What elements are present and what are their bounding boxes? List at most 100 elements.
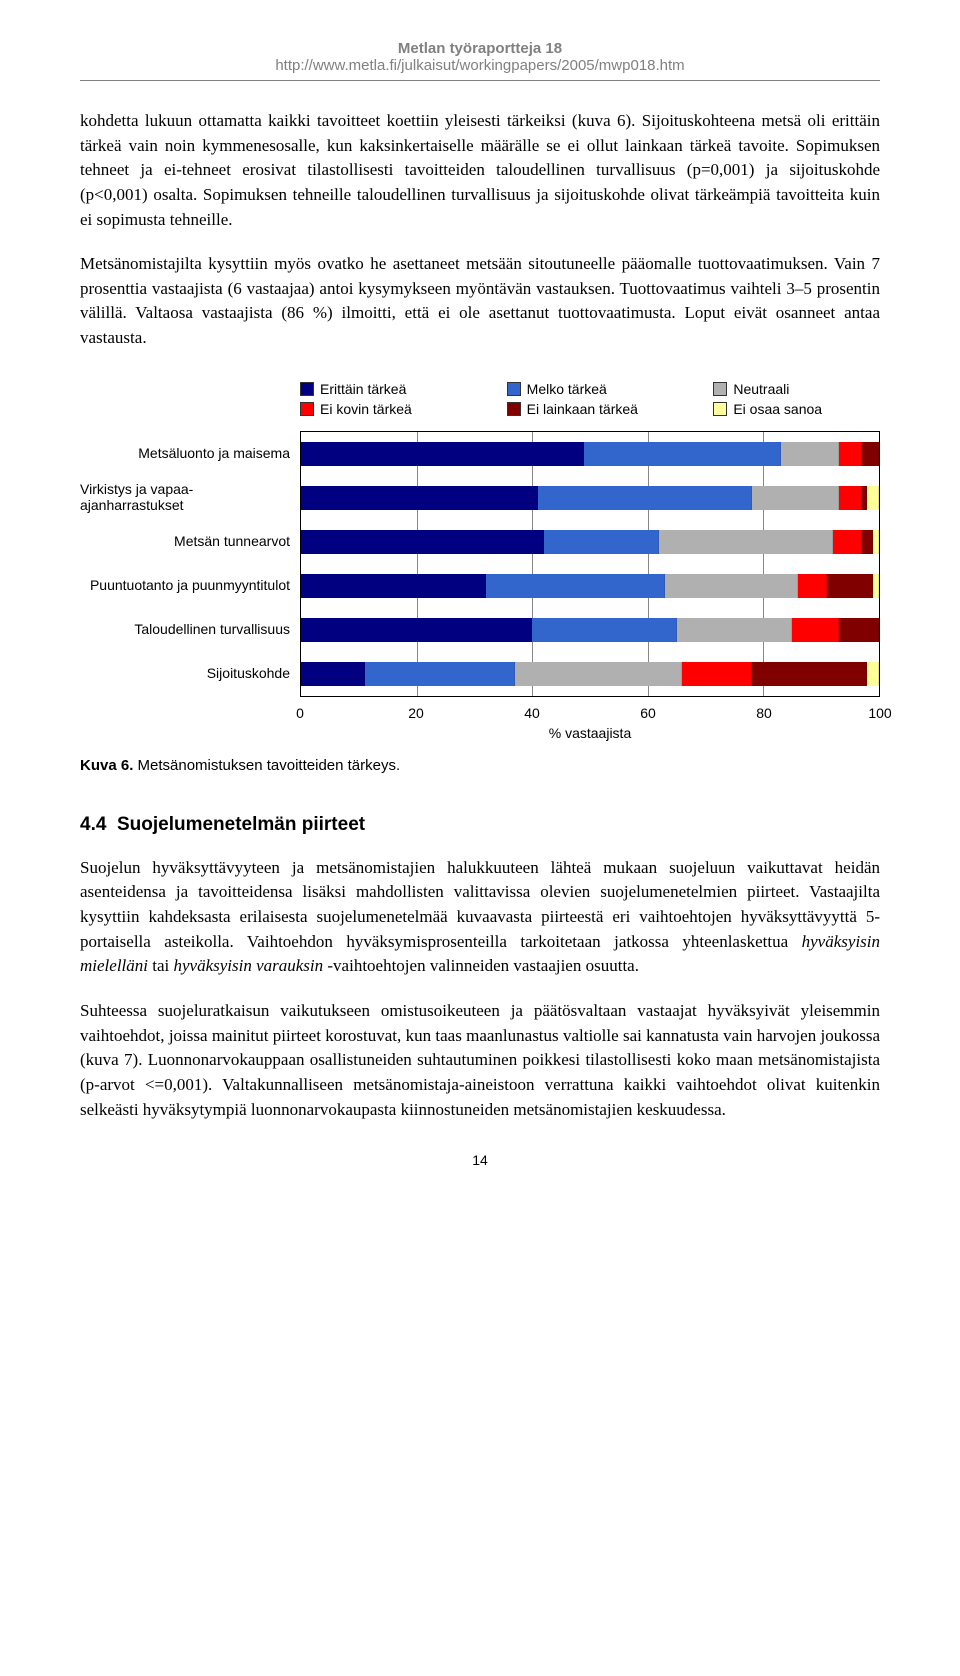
- stacked-bar: [301, 618, 879, 642]
- paragraph-1: kohdetta lukuun ottamatta kaikki tavoitt…: [80, 109, 880, 232]
- legend-swatch: [300, 402, 314, 416]
- bar-segment: [873, 530, 879, 554]
- legend-item: Erittäin tärkeä: [300, 381, 467, 397]
- category-label: Sijoituskohde: [80, 651, 300, 695]
- legend-item: Ei kovin tärkeä: [300, 401, 467, 417]
- bar-segment: [867, 486, 879, 510]
- x-tick: 60: [640, 705, 656, 721]
- bar-row: [301, 432, 879, 476]
- legend-item: Melko tärkeä: [507, 381, 674, 397]
- legend-label: Ei kovin tärkeä: [320, 401, 412, 417]
- para3-italic-2: hyväksyisin varauksin: [173, 956, 323, 975]
- bar-segment: [839, 486, 862, 510]
- chart: Metsäluonto ja maisemaVirkistys ja vapaa…: [80, 431, 880, 697]
- page-header: Metlan työraportteja 18 http://www.metla…: [80, 40, 880, 81]
- bar-segment: [781, 442, 839, 466]
- page-number: 14: [80, 1152, 880, 1168]
- bar-segment: [301, 486, 538, 510]
- bar-segment: [867, 662, 879, 686]
- para3-post: -vaihtoehtojen valinneiden vastaajien os…: [323, 956, 639, 975]
- legend-swatch: [507, 402, 521, 416]
- bar-segment: [798, 574, 827, 598]
- stacked-bar: [301, 662, 879, 686]
- bar-segment: [677, 618, 793, 642]
- x-tick: 100: [868, 705, 891, 721]
- bar-segment: [752, 662, 868, 686]
- legend-item: Neutraali: [713, 381, 880, 397]
- bar-segment: [544, 530, 660, 554]
- x-tick: 80: [756, 705, 772, 721]
- legend-swatch: [713, 382, 727, 396]
- x-tick: 20: [408, 705, 424, 721]
- bar-segment: [839, 442, 862, 466]
- para3-mid: tai: [148, 956, 174, 975]
- bar-segment: [538, 486, 752, 510]
- paragraph-4: Suhteessa suojeluratkaisun vaikutukseen …: [80, 999, 880, 1122]
- x-tick: 0: [296, 705, 304, 721]
- bar-segment: [833, 530, 862, 554]
- chart-x-label: % vastaajista: [300, 725, 880, 741]
- bar-segment: [301, 662, 365, 686]
- stacked-bar: [301, 442, 879, 466]
- legend-item: Ei osaa sanoa: [713, 401, 880, 417]
- bar-segment: [532, 618, 677, 642]
- category-label: Virkistys ja vapaa-ajanharrastukset: [80, 475, 300, 519]
- bar-segment: [873, 574, 879, 598]
- caption-bold: Kuva 6.: [80, 757, 133, 774]
- x-tick: 40: [524, 705, 540, 721]
- bar-row: [301, 564, 879, 608]
- bar-segment: [862, 530, 874, 554]
- legend-swatch: [713, 402, 727, 416]
- category-label: Taloudellinen turvallisuus: [80, 607, 300, 651]
- section-title: Suojelumenetelmän piirteet: [117, 814, 365, 835]
- bar-segment: [659, 530, 832, 554]
- bar-row: [301, 608, 879, 652]
- bar-row: [301, 652, 879, 696]
- paragraph-3: Suojelun hyväksyttävyyteen ja metsänomis…: [80, 856, 880, 979]
- caption-text: Metsänomistuksen tavoitteiden tärkeys.: [133, 757, 400, 774]
- chart-category-labels: Metsäluonto ja maisemaVirkistys ja vapaa…: [80, 431, 300, 697]
- bar-segment: [792, 618, 838, 642]
- bar-row: [301, 476, 879, 520]
- para3-pre: Suojelun hyväksyttävyyteen ja metsänomis…: [80, 858, 880, 951]
- bar-segment: [665, 574, 798, 598]
- header-url: http://www.metla.fi/julkaisut/workingpap…: [80, 57, 880, 74]
- bar-segment: [839, 618, 879, 642]
- bar-segment: [752, 486, 839, 510]
- bar-segment: [301, 442, 584, 466]
- section-number: 4.4: [80, 814, 106, 835]
- bar-segment: [827, 574, 873, 598]
- chart-caption: Kuva 6. Metsänomistuksen tavoitteiden tä…: [80, 757, 880, 774]
- chart-plot-area: [300, 431, 880, 697]
- stacked-bar: [301, 574, 879, 598]
- category-label: Metsän tunnearvot: [80, 519, 300, 563]
- stacked-bar: [301, 530, 879, 554]
- paragraph-2: Metsänomistajilta kysyttiin myös ovatko …: [80, 252, 880, 351]
- category-label: Puuntuotanto ja puunmyyntitulot: [80, 563, 300, 607]
- stacked-bar: [301, 486, 879, 510]
- bar-segment: [515, 662, 683, 686]
- bar-segment: [682, 662, 751, 686]
- legend-label: Ei lainkaan tärkeä: [527, 401, 638, 417]
- header-title: Metlan työraportteja 18: [80, 40, 880, 57]
- legend-swatch: [300, 382, 314, 396]
- chart-x-axis: 020406080100: [300, 701, 880, 721]
- section-heading: 4.4 Suojelumenetelmän piirteet: [80, 814, 880, 836]
- bar-segment: [862, 442, 879, 466]
- legend-swatch: [507, 382, 521, 396]
- category-label: Metsäluonto ja maisema: [80, 431, 300, 475]
- legend-label: Erittäin tärkeä: [320, 381, 406, 397]
- bar-segment: [486, 574, 665, 598]
- legend-item: Ei lainkaan tärkeä: [507, 401, 674, 417]
- bar-segment: [584, 442, 781, 466]
- bar-segment: [301, 574, 486, 598]
- chart-legend: Erittäin tärkeä Melko tärkeä Neutraali Ei k…: [300, 381, 880, 417]
- legend-label: Ei osaa sanoa: [733, 401, 822, 417]
- bar-row: [301, 520, 879, 564]
- legend-label: Melko tärkeä: [527, 381, 607, 397]
- header-rule: [80, 80, 880, 81]
- legend-label: Neutraali: [733, 381, 789, 397]
- bar-segment: [301, 530, 544, 554]
- bar-segment: [365, 662, 515, 686]
- bar-segment: [301, 618, 532, 642]
